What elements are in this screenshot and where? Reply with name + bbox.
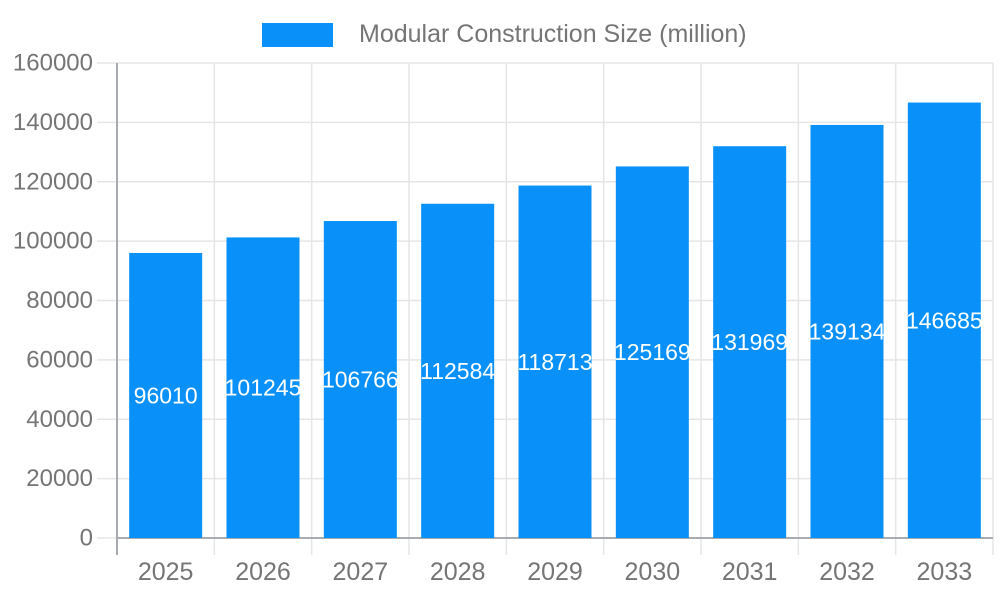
bar-value-label: 112584 bbox=[420, 358, 495, 384]
bar bbox=[615, 166, 689, 538]
x-tick-label: 2027 bbox=[333, 558, 389, 586]
bar-value-label: 101245 bbox=[225, 375, 302, 401]
bar bbox=[810, 124, 884, 539]
x-tick-label: 2032 bbox=[819, 558, 875, 586]
y-tick-label: 120000 bbox=[13, 168, 93, 195]
y-tick-label: 60000 bbox=[26, 346, 93, 373]
x-tick-label: 2026 bbox=[235, 558, 291, 586]
legend-label: Modular Construction Size (million) bbox=[359, 20, 747, 48]
bar bbox=[226, 237, 300, 539]
y-tick-label: 80000 bbox=[26, 287, 93, 314]
x-tick-label: 2029 bbox=[527, 558, 583, 586]
bar-value-label: 106766 bbox=[322, 367, 399, 393]
bar bbox=[323, 221, 397, 538]
bar-value-label: 146685 bbox=[906, 307, 983, 333]
bar-value-label: 131969 bbox=[711, 329, 788, 355]
x-tick-label: 2033 bbox=[917, 558, 973, 586]
y-tick-label: 100000 bbox=[13, 228, 93, 255]
x-tick-label: 2025 bbox=[138, 558, 194, 586]
y-tick-label: 0 bbox=[80, 525, 93, 552]
x-tick-label: 2031 bbox=[722, 558, 778, 586]
y-tick-label: 40000 bbox=[26, 406, 93, 433]
legend-swatch bbox=[262, 22, 333, 47]
bar-value-label: 125169 bbox=[614, 339, 691, 365]
y-tick-label: 20000 bbox=[26, 465, 93, 492]
y-tick-label: 140000 bbox=[13, 109, 93, 136]
bar bbox=[421, 203, 495, 539]
bar bbox=[129, 252, 203, 538]
bar bbox=[713, 146, 787, 538]
y-tick-label: 160000 bbox=[13, 50, 93, 77]
bar bbox=[518, 185, 592, 538]
x-tick-label: 2030 bbox=[625, 558, 681, 586]
bar-value-label: 139134 bbox=[809, 318, 886, 344]
bar-value-label: 118713 bbox=[517, 349, 592, 375]
bar-value-label: 96010 bbox=[134, 382, 198, 408]
x-tick-label: 2028 bbox=[430, 558, 486, 586]
bar bbox=[907, 102, 981, 539]
legend[interactable]: Modular Construction Size (million) bbox=[262, 20, 747, 49]
